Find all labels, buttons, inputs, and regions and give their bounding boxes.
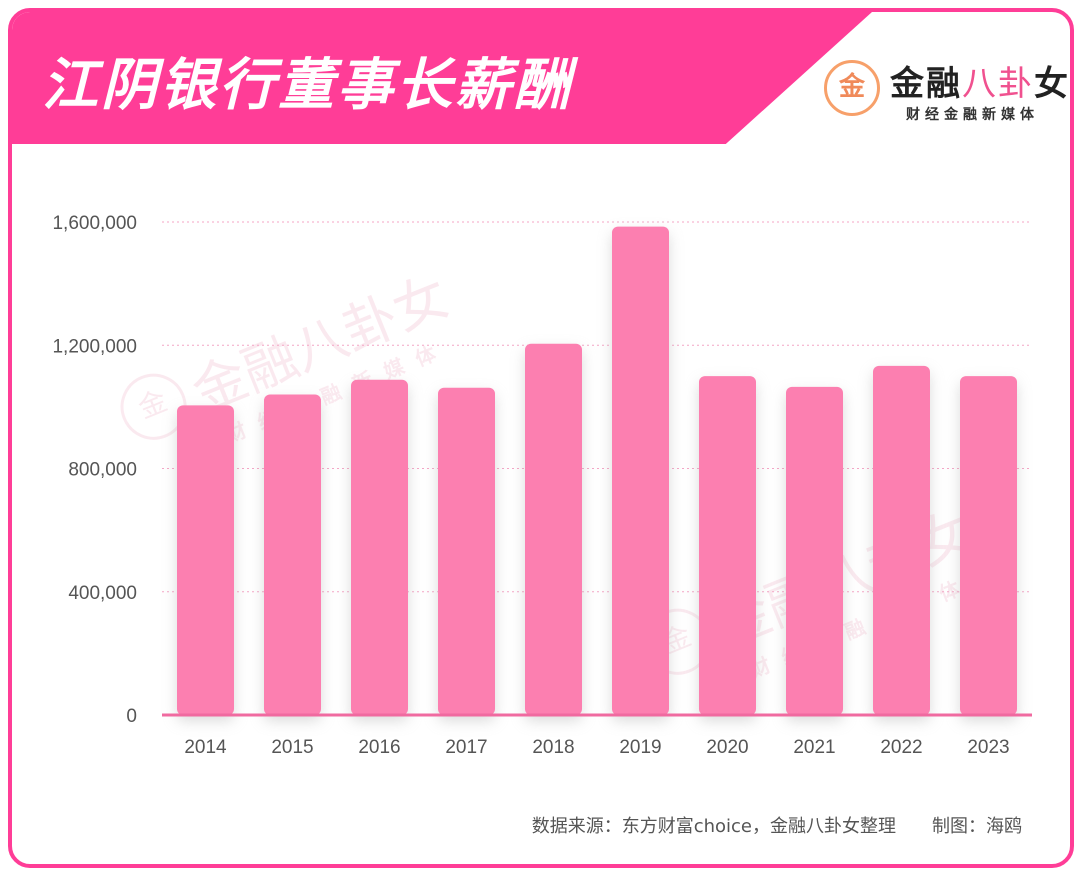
- logo-mark-icon: 金: [824, 60, 880, 116]
- x-tick-label: 2017: [445, 737, 487, 758]
- bar-2014: [177, 405, 234, 715]
- bar-2021: [786, 386, 843, 715]
- bar-2019: [612, 226, 669, 715]
- x-tick-label: 2023: [967, 737, 1009, 758]
- x-tick-label: 2021: [793, 737, 835, 758]
- y-tick-label: 800,000: [68, 460, 137, 481]
- x-tick-label: 2016: [358, 737, 400, 758]
- bar-2020: [699, 376, 756, 715]
- x-tick-label: 2019: [619, 737, 661, 758]
- x-tick-label: 2022: [880, 737, 922, 758]
- bar-2017: [438, 387, 495, 715]
- brand-logo: 金 金融八卦女 财经金融新媒体: [824, 54, 1068, 134]
- bar-2023: [960, 376, 1017, 715]
- chart-title: 江阴银行董事长薪酬: [42, 53, 573, 118]
- bar-2022: [873, 365, 930, 715]
- chart-card: 江阴银行董事长薪酬 金 金融八卦女 财经金融新媒体 金金融八卦女 财经金融新媒体…: [8, 8, 1074, 868]
- y-tick-label: 1,600,000: [52, 213, 137, 234]
- source-note: 数据来源：东方财富choice，金融八卦女整理 制图：海鸥: [531, 816, 1022, 837]
- x-tick-label: 2018: [532, 737, 574, 758]
- x-tick-label: 2020: [706, 737, 748, 758]
- bar-2015: [264, 394, 321, 715]
- logo-subtitle: 财经金融新媒体: [906, 107, 1039, 123]
- x-tick-label: 2014: [184, 737, 227, 758]
- y-tick-label: 1,200,000: [52, 336, 137, 357]
- title-banner: [12, 12, 872, 144]
- logo-name: 金融八卦女: [890, 64, 1070, 104]
- y-tick-label: 400,000: [68, 583, 137, 604]
- bar-2016: [351, 379, 408, 715]
- bar-2018: [525, 343, 582, 715]
- x-tick-label: 2015: [271, 737, 313, 758]
- y-tick-label: 0: [126, 706, 137, 727]
- bar-chart: 0 400,000 800,000 1,200,000 1,600,000 2014 201…: [52, 213, 1032, 758]
